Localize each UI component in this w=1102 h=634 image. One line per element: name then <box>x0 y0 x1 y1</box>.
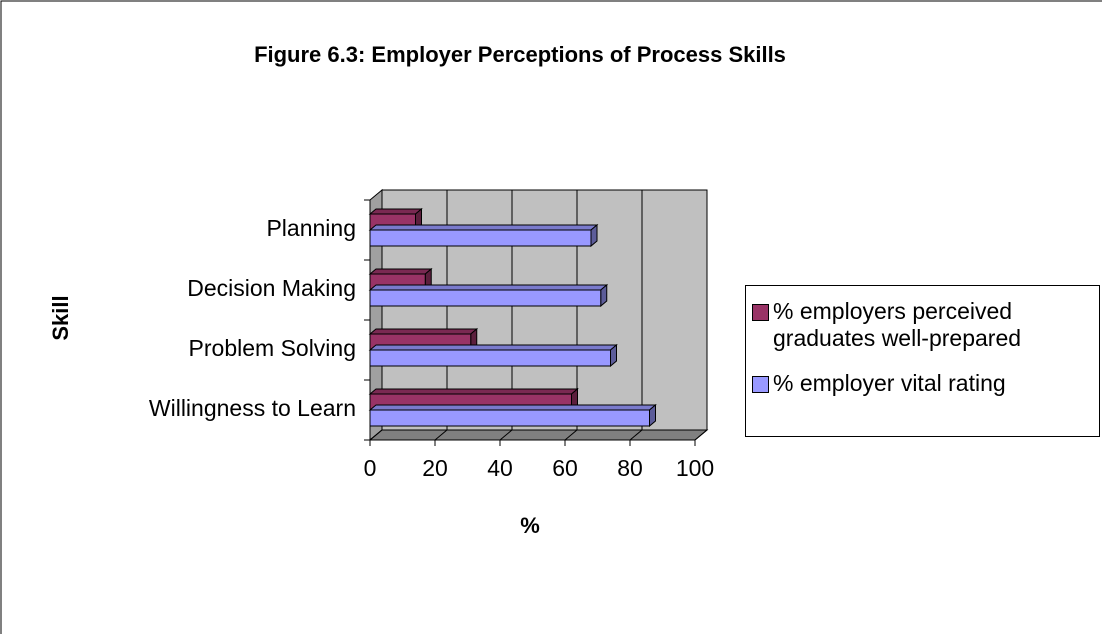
bar-top <box>368 224 599 231</box>
grid-line <box>434 429 448 441</box>
y-tick-label: Decision Making <box>187 275 356 301</box>
grid-line <box>629 429 643 441</box>
y-tick-label: Problem Solving <box>189 335 356 361</box>
x-axis-title: % <box>520 513 540 538</box>
bar <box>369 409 650 427</box>
legend-item: % employers perceived graduates well-pre… <box>752 298 1093 352</box>
bar-top <box>368 344 618 351</box>
y-tick-label: Willingness to Learn <box>149 395 356 421</box>
bar <box>369 289 602 307</box>
grid-line <box>499 429 513 441</box>
grid-line <box>694 429 708 441</box>
x-tick-label: 80 <box>617 455 643 481</box>
y-axis-title: Skill <box>48 295 73 340</box>
y-tick-label: Planning <box>266 215 356 241</box>
x-tick-label: 60 <box>552 455 578 481</box>
bar <box>369 349 611 367</box>
bar-top <box>368 388 579 395</box>
bar-top <box>368 404 657 411</box>
chart-title: Figure 6.3: Employer Perceptions of Proc… <box>254 42 786 67</box>
bar-top <box>368 208 423 215</box>
legend: % employers perceived graduates well-pre… <box>745 285 1100 437</box>
legend-swatch <box>752 376 769 393</box>
legend-item: % employer vital rating <box>752 370 1093 397</box>
legend-label: % employer vital rating <box>773 370 1006 396</box>
grid-line <box>564 429 578 441</box>
bar-top <box>368 328 479 335</box>
legend-swatch <box>752 304 769 321</box>
bar <box>369 229 592 247</box>
bar-top <box>368 284 609 291</box>
x-tick-label: 100 <box>676 455 714 481</box>
x-tick-label: 40 <box>487 455 513 481</box>
bar-top <box>368 268 433 275</box>
x-tick-label: 0 <box>364 455 377 481</box>
legend-label: % employers perceived graduates well-pre… <box>773 298 1022 351</box>
grid-line <box>369 429 383 441</box>
floor <box>368 429 709 441</box>
x-tick-label: 20 <box>422 455 448 481</box>
